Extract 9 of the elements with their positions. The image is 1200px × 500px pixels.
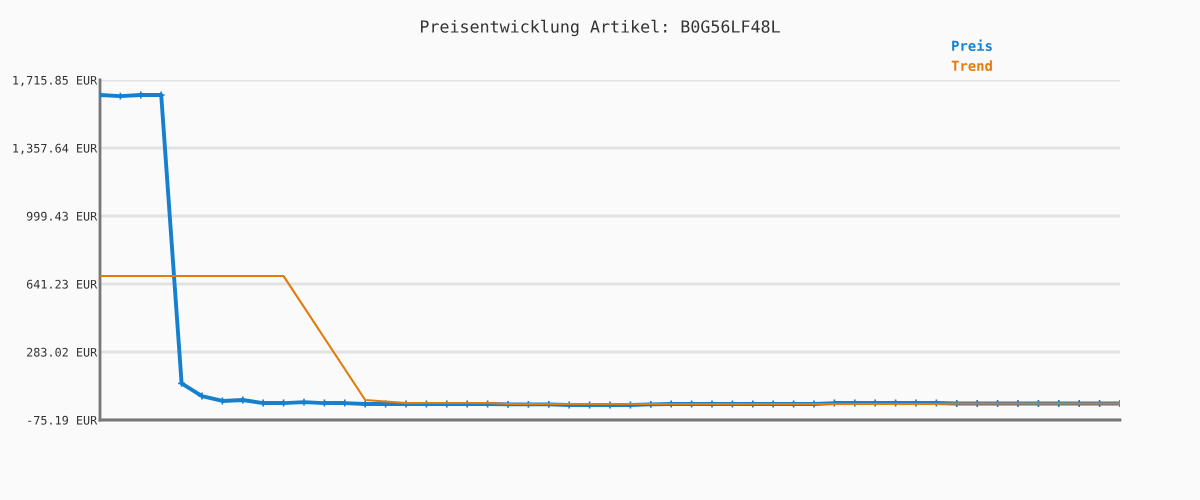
y-tick-label: -75.19 EUR [28, 415, 98, 425]
chart-title: Preisentwicklung Artikel: B0G56LF48L [420, 19, 780, 37]
text: Preis [952, 39, 992, 52]
y-tick-label: 1,715.85 EUR [13, 75, 98, 87]
text: Trend [951, 60, 992, 72]
y-tick-label: 1,357.64 EUR [13, 143, 98, 155]
y-tick-label: 283.02 EUR [27, 347, 98, 357]
y-tick-label: 999.43 EUR [26, 211, 98, 221]
y-tick-label: 641.23 EUR [26, 279, 98, 289]
